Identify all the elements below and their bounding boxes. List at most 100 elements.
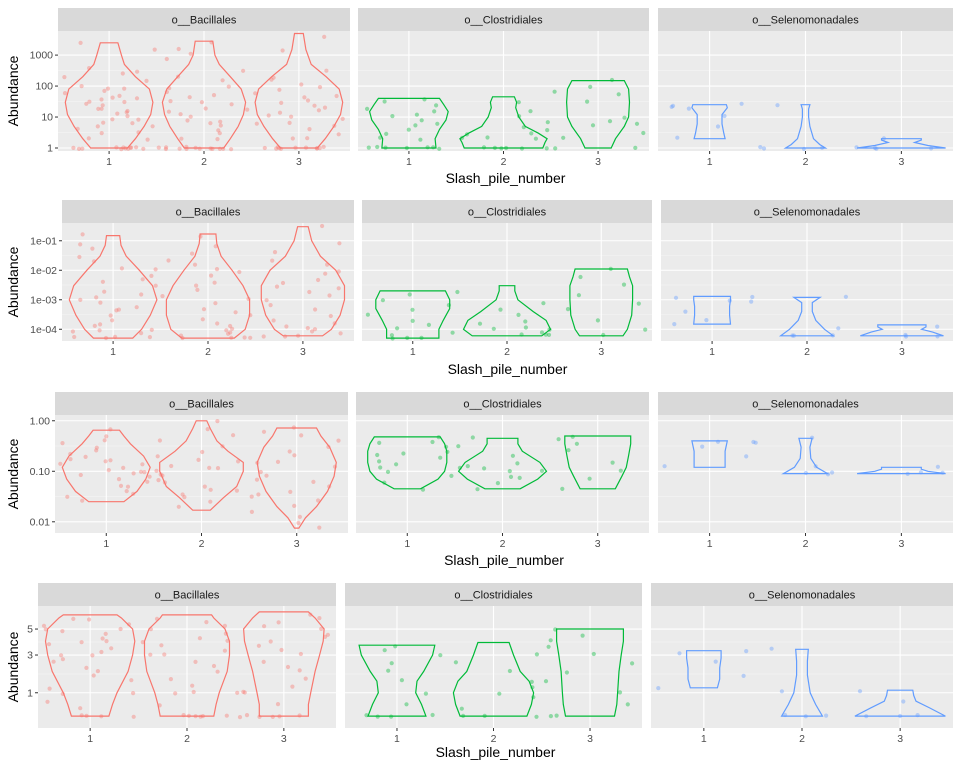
y-tick-label: 10 — [41, 112, 53, 124]
data-point — [157, 438, 162, 443]
data-point — [86, 136, 91, 141]
facet-strip-label: o__Bacillales — [155, 590, 220, 602]
data-point — [669, 104, 674, 109]
data-point — [278, 146, 284, 151]
data-point — [541, 301, 546, 306]
data-point — [419, 335, 424, 340]
violin-outline — [161, 40, 247, 149]
facet-strip — [362, 200, 652, 223]
data-point — [90, 653, 95, 658]
data-point — [545, 120, 550, 125]
data-point — [131, 691, 136, 696]
data-point — [84, 665, 89, 671]
data-point — [508, 474, 514, 479]
data-point — [296, 333, 301, 338]
data-point — [248, 335, 253, 340]
data-point — [214, 267, 220, 272]
data-point — [803, 470, 809, 476]
data-point — [242, 335, 247, 340]
data-point — [482, 713, 487, 719]
data-point — [150, 124, 155, 129]
data-point — [271, 318, 276, 323]
data-point — [375, 144, 380, 150]
data-point — [504, 145, 509, 151]
data-point — [253, 91, 258, 96]
data-point — [229, 102, 234, 107]
data-point — [249, 494, 254, 499]
data-point — [222, 623, 227, 629]
violin-outline — [367, 436, 448, 490]
data-point — [621, 282, 627, 287]
data-point — [134, 305, 139, 310]
data-point — [836, 326, 841, 331]
data-point — [128, 145, 133, 150]
data-point — [94, 295, 99, 300]
data-point — [633, 145, 638, 150]
data-point — [98, 300, 103, 305]
data-point — [366, 145, 371, 150]
data-point — [233, 310, 238, 315]
data-point — [75, 126, 80, 131]
data-point — [283, 334, 288, 339]
violin-outline — [64, 42, 154, 149]
data-point — [491, 326, 496, 331]
data-point — [617, 690, 623, 695]
data-point — [519, 146, 525, 151]
data-point — [857, 689, 863, 694]
data-point — [482, 466, 487, 471]
data-point — [499, 146, 504, 151]
data-point — [677, 651, 682, 656]
data-point — [608, 266, 613, 271]
data-point — [656, 686, 661, 691]
data-point — [672, 322, 677, 327]
data-point — [100, 279, 105, 284]
data-point — [215, 669, 220, 674]
data-point — [761, 146, 767, 151]
data-point — [334, 93, 339, 99]
violin-outline — [358, 644, 436, 717]
data-point — [104, 639, 109, 644]
data-point — [305, 136, 310, 141]
data-point — [455, 289, 460, 295]
data-point — [722, 113, 727, 119]
y-axis-title: Abundance — [5, 55, 21, 126]
data-point — [135, 69, 140, 74]
violin-outline — [781, 437, 830, 475]
data-point — [184, 146, 189, 151]
data-point — [116, 307, 121, 312]
data-point — [739, 101, 744, 106]
data-point — [164, 89, 169, 95]
data-point — [430, 439, 435, 445]
data-point — [110, 117, 115, 122]
data-point — [234, 488, 239, 493]
data-point — [258, 469, 263, 475]
data-point — [310, 329, 315, 334]
x-tick-label: 2 — [184, 733, 190, 745]
data-point — [715, 124, 721, 129]
data-point — [166, 109, 171, 114]
data-point — [249, 509, 254, 514]
data-point — [159, 643, 164, 648]
data-point — [182, 495, 187, 500]
data-point — [625, 702, 630, 707]
data-point — [208, 121, 213, 126]
data-point — [297, 514, 302, 520]
data-point — [276, 620, 281, 625]
data-point — [122, 99, 127, 105]
data-point — [180, 492, 185, 497]
data-point — [272, 250, 278, 255]
x-tick-label: 2 — [500, 538, 506, 550]
data-point — [60, 441, 65, 446]
data-point — [271, 75, 276, 80]
data-point — [364, 713, 369, 718]
data-point — [277, 110, 283, 115]
data-point — [325, 262, 330, 267]
violin-outline — [783, 104, 828, 149]
facet-panel: o__Clostridiales 1 2 3 — [345, 583, 642, 745]
data-point — [432, 109, 437, 114]
data-point — [230, 326, 235, 331]
data-point — [224, 328, 229, 333]
data-point — [530, 685, 535, 690]
data-point — [378, 465, 383, 470]
data-point — [290, 136, 295, 141]
